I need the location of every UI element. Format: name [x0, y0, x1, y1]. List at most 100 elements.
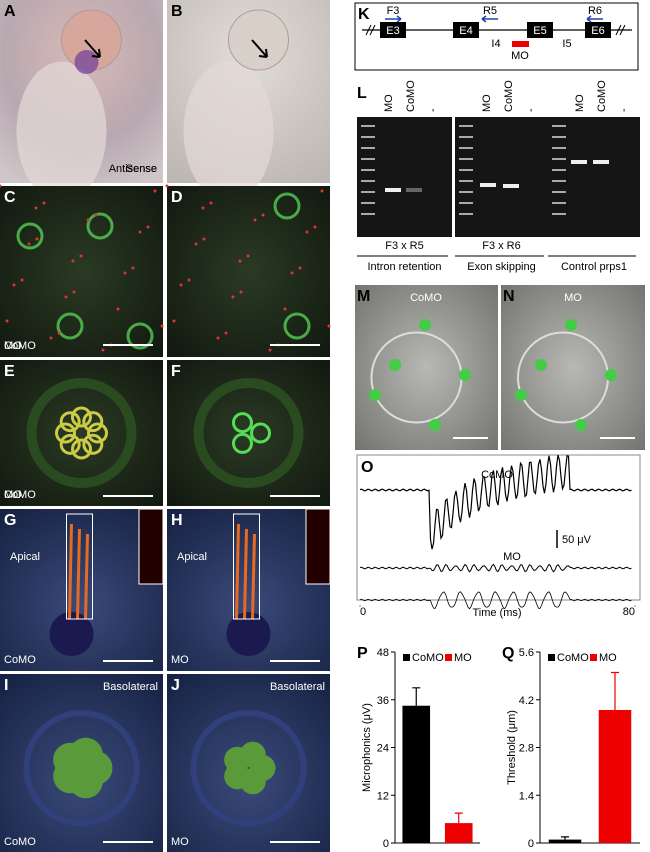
cell [82, 411, 104, 433]
gfp [369, 389, 381, 401]
red-dot [5, 319, 9, 323]
bar [444, 823, 473, 843]
ladder-band [552, 147, 566, 149]
panel-label: Q [502, 645, 514, 662]
y-axis-label: Threshold (μm) [506, 710, 518, 785]
gel-image [357, 117, 452, 237]
band [406, 188, 422, 192]
panel-caption: CoMO [4, 489, 36, 501]
legend-swatch [590, 654, 597, 661]
red-dot [165, 184, 169, 188]
exon [585, 22, 611, 38]
red-dot [64, 295, 68, 299]
band [593, 160, 609, 164]
red-dot [160, 324, 164, 328]
cell [82, 433, 104, 455]
exon-label: E4 [459, 25, 472, 37]
inset [138, 508, 164, 585]
hair-cell-cluster [56, 312, 84, 340]
red-dot [34, 206, 38, 210]
stain [74, 50, 99, 74]
legend-swatch [548, 654, 555, 661]
panel-caption: Antisense [109, 163, 157, 175]
red-dot [187, 278, 191, 282]
error-bar [412, 687, 421, 706]
cell [55, 422, 77, 444]
embryo-eye [228, 9, 289, 71]
band [385, 188, 401, 192]
ladder-band [361, 191, 375, 193]
red-dot [27, 242, 31, 246]
gfp [535, 359, 547, 371]
panel-label: B [171, 3, 183, 20]
ladder-band [459, 213, 473, 215]
ladder-band [459, 180, 473, 182]
exon-label: E5 [533, 25, 546, 37]
ring [193, 378, 304, 488]
ring [23, 710, 140, 826]
cell [250, 422, 271, 444]
gfp [515, 389, 527, 401]
red-dot [305, 230, 309, 234]
arrow [84, 39, 101, 58]
hair-cell-cluster [16, 222, 44, 250]
panel-label: H [171, 512, 183, 529]
band [571, 160, 587, 164]
x-axis-label: Time (ms) [472, 607, 521, 619]
red-dot [123, 271, 127, 275]
recording-frame [356, 454, 641, 601]
lane-label: MO [574, 94, 586, 112]
scale-label: 50 μV [562, 534, 592, 546]
micrograph [355, 285, 498, 450]
intron-label: I5 [562, 38, 571, 50]
ladder-band [361, 158, 375, 160]
red-dot [146, 225, 150, 229]
petal [239, 741, 266, 768]
panel-caption: CoMO [4, 836, 36, 848]
red-dot [57, 331, 61, 335]
ladder-band [552, 213, 566, 215]
red-dot [246, 254, 250, 258]
ladder-band [459, 147, 473, 149]
red-dot [209, 201, 213, 205]
y-tick-label: 12 [377, 790, 389, 802]
red-dot [238, 259, 242, 263]
primer-pair: F3 x R5 [385, 240, 424, 252]
gfp [565, 319, 577, 331]
y-tick-label: 4.2 [519, 695, 534, 707]
red-dot [20, 278, 24, 282]
arrow [251, 39, 268, 58]
gel-image [455, 117, 548, 237]
box [233, 513, 260, 620]
y-tick-label: 36 [377, 695, 389, 707]
ladder-band [552, 180, 566, 182]
y-tick-label: 0 [383, 838, 389, 850]
panel-caption: CoMO [410, 292, 442, 304]
red-dot [231, 295, 235, 299]
ladder-band [552, 136, 566, 138]
gfp [389, 359, 401, 371]
panel-label: D [171, 189, 183, 206]
ladder-band [459, 169, 473, 171]
panel-label: K [358, 6, 370, 23]
legend-label: MO [599, 652, 617, 664]
gel-caption: Control prps1 [561, 261, 627, 273]
lane-label: CoMO [405, 80, 417, 112]
panel-label: E [4, 363, 15, 380]
red-dot [253, 218, 257, 222]
ladder-band [361, 147, 375, 149]
bundle [68, 523, 89, 620]
exon [527, 22, 553, 38]
panel-label: A [4, 3, 16, 20]
hair-cell-cluster [283, 312, 311, 340]
red-dot [224, 331, 228, 335]
gel-caption: Exon skipping [467, 261, 536, 273]
panel-caption: Basolateral [270, 681, 325, 693]
hair-cell-cluster [273, 192, 301, 220]
panel-caption: Apical [177, 551, 207, 563]
inset [305, 508, 331, 585]
lane-label: - [618, 108, 630, 112]
gfp [429, 419, 441, 431]
legend-label: CoMO [412, 652, 444, 664]
petal [68, 737, 103, 772]
